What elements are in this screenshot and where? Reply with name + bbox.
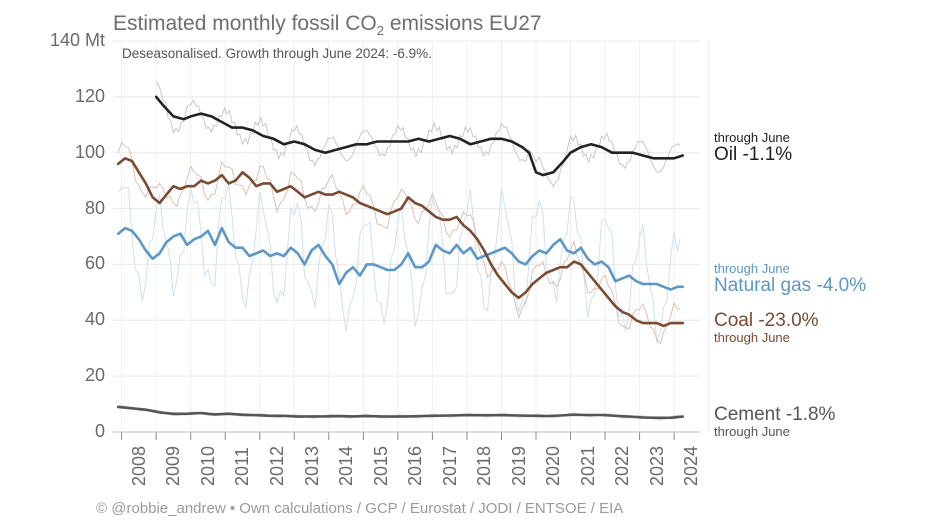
x-tick-label: 2024 <box>681 445 702 486</box>
y-tick-label: 80 <box>84 197 105 218</box>
y-tick-label: 60 <box>84 253 105 274</box>
x-tick-label: 2023 <box>646 445 667 486</box>
series-line-natural-gas <box>116 226 685 291</box>
x-tick-label: 2011 <box>232 447 253 486</box>
x-tick-label: 2017 <box>439 445 460 486</box>
x-tick-label: 2019 <box>508 445 529 486</box>
series-line-oil <box>154 95 685 177</box>
x-tick-label: 2009 <box>163 445 184 486</box>
x-tick-label: 2008 <box>128 445 149 486</box>
series-line-coal <box>116 157 685 328</box>
cement-label: Cement -1.8% through June <box>714 404 836 439</box>
series-lines <box>116 95 685 420</box>
coal-label: Coal -23.0% through June <box>714 310 819 345</box>
oil-label: through June Oil -1.1% <box>714 130 793 165</box>
y-tick-label: 40 <box>84 309 105 330</box>
raw-line-natural-gas <box>117 182 681 344</box>
series-line-cement <box>116 405 685 420</box>
y-tick-label: 0 <box>94 421 105 441</box>
footer-credits: © @robbie_andrew • Own calculations / GC… <box>96 500 624 517</box>
y-tick-label: 20 <box>84 365 105 386</box>
raw-line-coal <box>117 141 681 345</box>
raw-line-oil <box>155 80 681 188</box>
x-tick-label: 2016 <box>405 445 426 486</box>
x-tick-label: 2014 <box>336 445 357 486</box>
monthly-raw-lines <box>117 80 681 421</box>
chart-title: Estimated monthly fossil CO2 emissions E… <box>113 12 542 39</box>
natural-gas-label: through June Natural gas -4.0% <box>714 261 867 296</box>
y-tick-label: 140 Mt <box>49 30 105 50</box>
y-tick-label: 120 <box>74 85 105 106</box>
y-tick-label: 100 <box>74 141 105 162</box>
x-tick-label: 2010 <box>197 445 218 486</box>
x-tick-label: 2020 <box>543 445 564 486</box>
x-tick-label: 2018 <box>474 445 495 486</box>
x-tick-label: 2021 <box>577 445 598 486</box>
x-tick-label: 2012 <box>267 445 287 486</box>
x-tick-label: 2015 <box>370 445 391 486</box>
chart-subtitle: Deseasonalised. Growth through June 2024… <box>122 46 432 61</box>
x-tick-label: 2022 <box>612 445 633 486</box>
grid <box>113 40 710 440</box>
x-tick-label: 2013 <box>301 445 322 486</box>
